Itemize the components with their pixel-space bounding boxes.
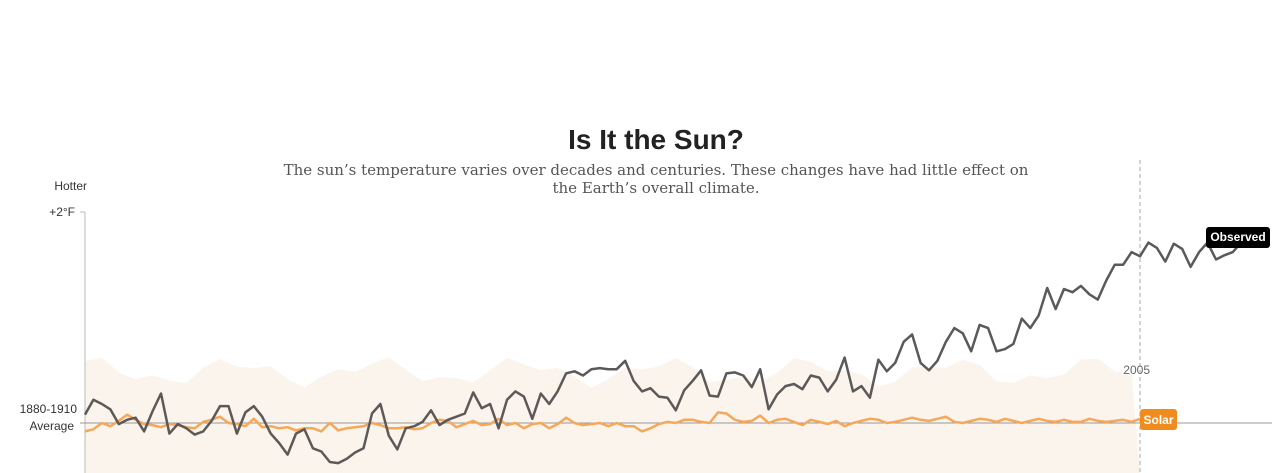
- observed-tag-background: [1206, 227, 1270, 248]
- solar-series-line: [84, 411, 1141, 433]
- year-2005-marker-label: 2005: [1123, 363, 1150, 377]
- y-axis-tick-top: +2°F: [49, 205, 75, 219]
- chart-subtitle: The sun’s temperature varies over decade…: [283, 161, 1029, 197]
- solar-tag-label: Solar: [1143, 413, 1173, 427]
- observed-series-tag: Observed: [1206, 227, 1270, 248]
- baseline-label-line2: Average: [30, 419, 75, 433]
- observed-tag-label: Observed: [1210, 230, 1265, 244]
- chart-title: Is It the Sun?: [568, 124, 744, 155]
- y-axis-top-label: Hotter: [54, 179, 87, 193]
- variability-band-area: [85, 357, 1140, 473]
- solar-tag-background: [1140, 409, 1177, 430]
- observed-series-line: [83, 241, 1243, 465]
- baseline-label-line1: 1880-1910: [20, 402, 78, 416]
- solar-series-tag: Solar: [1140, 409, 1177, 430]
- natural-variability-band: [85, 357, 1140, 473]
